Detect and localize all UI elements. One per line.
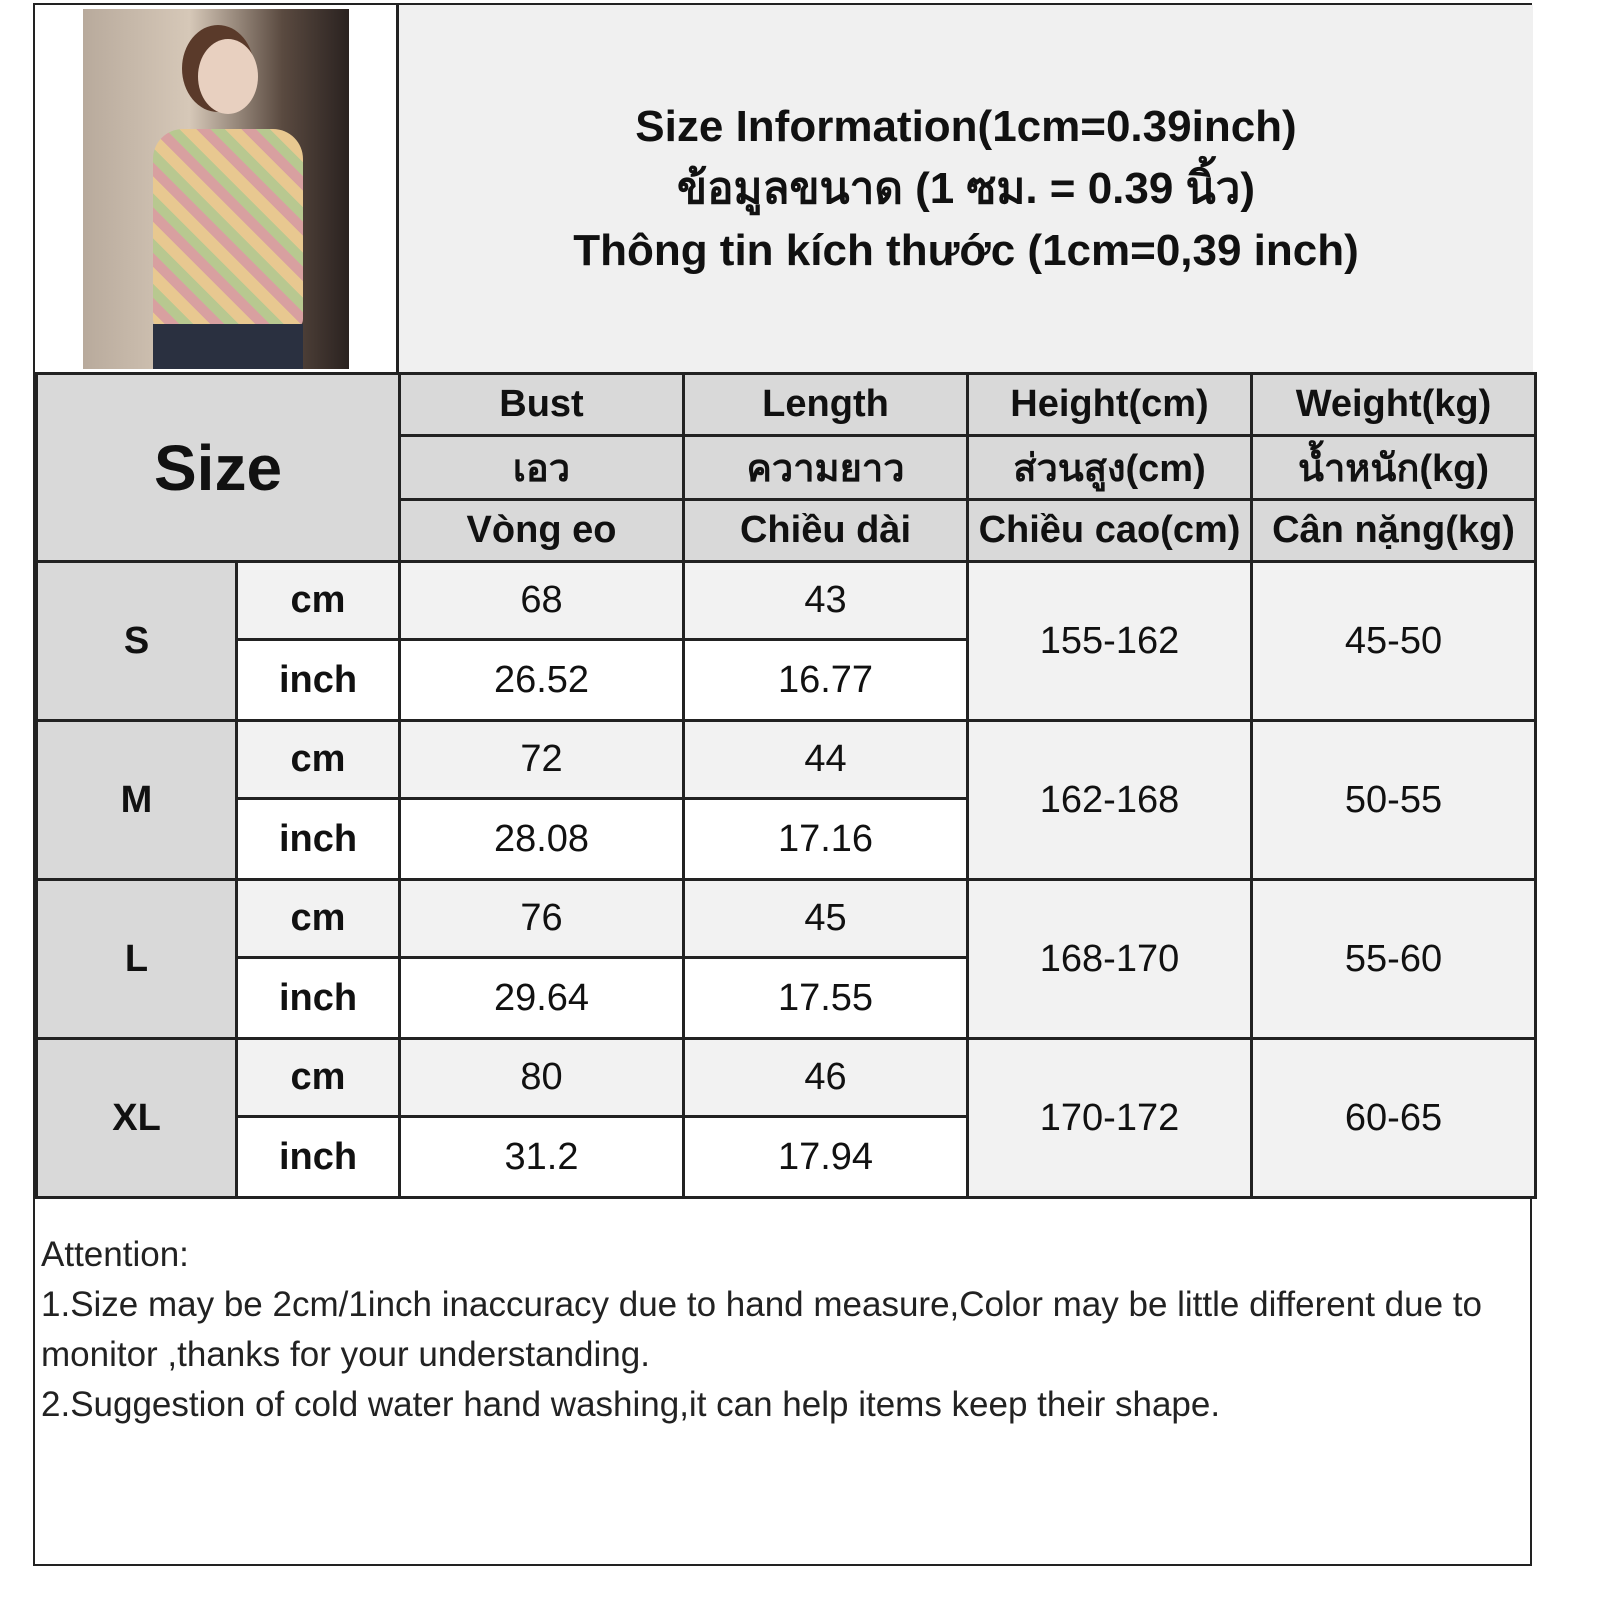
col-header-en: Bust	[398, 372, 685, 437]
bust-cm: 72	[398, 719, 685, 800]
bust-inch: 28.08	[398, 797, 685, 881]
bust-inch: 26.52	[398, 638, 685, 722]
unit-inch: inch	[235, 956, 401, 1040]
bust-inch: 31.2	[398, 1115, 685, 1199]
length-inch: 16.77	[682, 638, 969, 722]
unit-cm: cm	[235, 1037, 401, 1118]
weight-range: 45-50	[1250, 560, 1537, 722]
height-range: 162-168	[966, 719, 1253, 881]
col-header-vi: Chiều dài	[682, 498, 969, 563]
header-section: Size Information(1cm=0.39inch) ข้อมูลขนา…	[35, 5, 1533, 375]
weight-range: 50-55	[1250, 719, 1537, 881]
col-header-en: Weight(kg)	[1250, 372, 1537, 437]
unit-inch: inch	[235, 1115, 401, 1199]
product-photo	[83, 9, 349, 369]
size-label: S	[35, 560, 238, 722]
height-range: 168-170	[966, 878, 1253, 1040]
col-header-th: ความยาว	[682, 434, 969, 501]
unit-cm: cm	[235, 560, 401, 641]
table-row-inch: inch 26.52 16.77	[37, 638, 1536, 722]
col-header-th: เอว	[398, 434, 685, 501]
col-header-th: น้ำหนัก(kg)	[1250, 434, 1537, 501]
col-header-vi: Chiều cao(cm)	[966, 498, 1253, 563]
length-cm: 43	[682, 560, 969, 641]
unit-inch: inch	[235, 797, 401, 881]
note-item: 1.Size may be 2cm/1inch inaccuracy due t…	[41, 1285, 1482, 1374]
length-cm: 45	[682, 878, 969, 959]
col-header-en: Height(cm)	[966, 372, 1253, 437]
weight-range: 60-65	[1250, 1037, 1537, 1199]
size-label: XL	[35, 1037, 238, 1199]
size-label: M	[35, 719, 238, 881]
bust-cm: 76	[398, 878, 685, 959]
notes-heading: Attention:	[41, 1235, 189, 1274]
length-cm: 46	[682, 1037, 969, 1118]
height-range: 170-172	[966, 1037, 1253, 1199]
col-header-th: ส่วนสูง(cm)	[966, 434, 1253, 501]
length-inch: 17.55	[682, 956, 969, 1040]
unit-cm: cm	[235, 719, 401, 800]
unit-cm: cm	[235, 878, 401, 959]
length-inch: 17.94	[682, 1115, 969, 1199]
size-chart: Size Information(1cm=0.39inch) ข้อมูลขนา…	[33, 3, 1537, 1566]
table-row-inch: inch 29.64 17.55	[37, 956, 1536, 1040]
title-vi: Thông tin kích thước (1cm=0,39 inch)	[573, 225, 1359, 275]
table-row-cm: XL cm 80 46 170-172 60-65	[35, 1037, 1537, 1199]
table-row-inch: inch 28.08 17.16	[37, 797, 1536, 881]
attention-notes: Attention: 1.Size may be 2cm/1inch inacc…	[41, 1230, 1521, 1430]
title-en: Size Information(1cm=0.39inch)	[635, 101, 1297, 151]
title-cell: Size Information(1cm=0.39inch) ข้อมูลขนา…	[396, 5, 1533, 372]
size-table: Size Bust Length Height(cm) Weight(kg) เ…	[35, 372, 1537, 1199]
weight-range: 55-60	[1250, 878, 1537, 1040]
bust-cm: 68	[398, 560, 685, 641]
height-range: 155-162	[966, 560, 1253, 722]
size-header: Size	[35, 372, 401, 563]
bust-cm: 80	[398, 1037, 685, 1118]
bust-inch: 29.64	[398, 956, 685, 1040]
col-header-vi: Cân nặng(kg)	[1250, 498, 1537, 563]
col-header-en: Length	[682, 372, 969, 437]
unit-inch: inch	[235, 638, 401, 722]
note-item: 2.Suggestion of cold water hand washing,…	[41, 1385, 1221, 1424]
table-row-inch: inch 31.2 17.94	[37, 1115, 1536, 1199]
size-label: L	[35, 878, 238, 1040]
length-cm: 44	[682, 719, 969, 800]
length-inch: 17.16	[682, 797, 969, 881]
title-th: ข้อมูลขนาด (1 ซม. = 0.39 นิ้ว)	[676, 163, 1255, 213]
col-header-vi: Vòng eo	[398, 498, 685, 563]
